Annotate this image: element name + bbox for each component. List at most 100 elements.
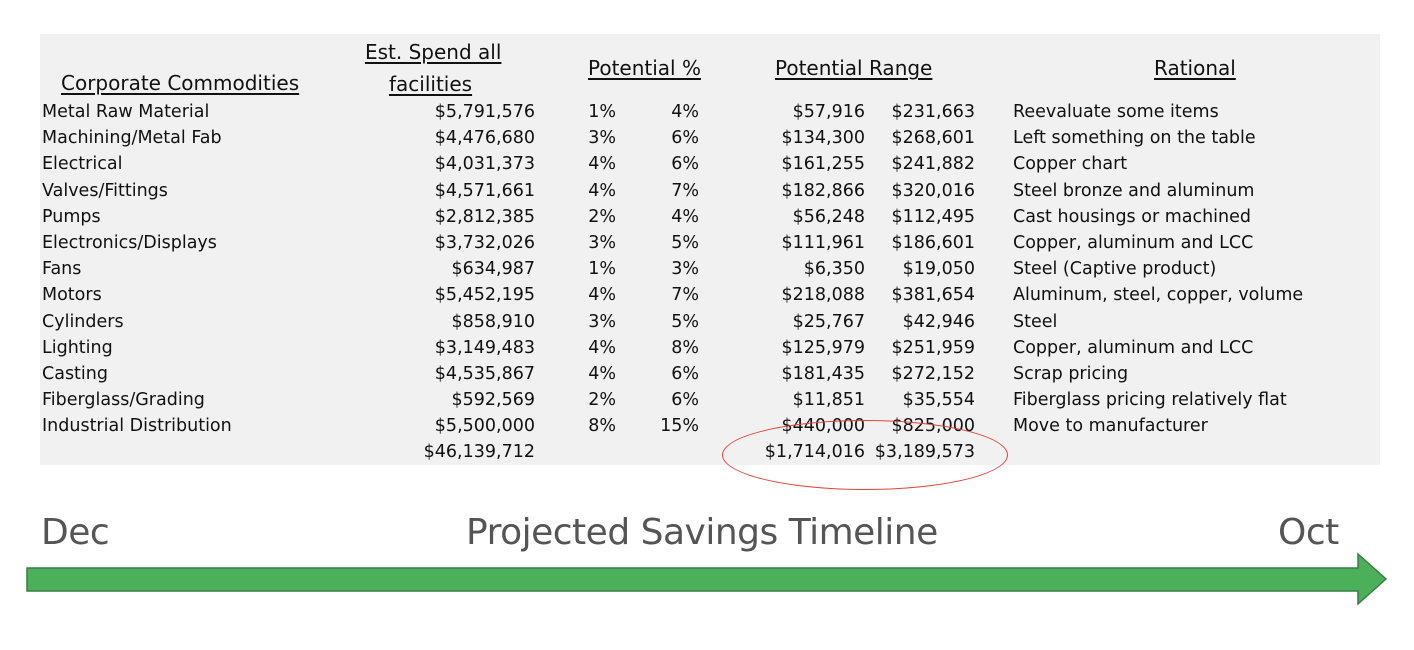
row-pct-low: 3% xyxy=(588,311,616,332)
row-rational: Aluminum, steel, copper, volume xyxy=(1013,285,1304,306)
row-commodity: Fans xyxy=(42,259,82,280)
row-spend: $3,149,483 xyxy=(434,337,535,358)
row-rational: Left something on the table xyxy=(1013,128,1256,149)
timeline-title: Projected Savings Timeline xyxy=(466,512,938,553)
row-rational: Steel (Captive product) xyxy=(1013,259,1217,280)
row-pct-low: 1% xyxy=(588,102,616,122)
row-range-low: $25,767 xyxy=(792,311,865,332)
row-pct-high: 6% xyxy=(671,364,699,384)
total-spend: $46,139,712 xyxy=(423,442,535,462)
row-rational: Move to manufacturer xyxy=(1013,416,1208,437)
row-range-low: $6,350 xyxy=(803,259,865,280)
row-rational: Copper chart xyxy=(1013,154,1128,175)
row-pct-high: 6% xyxy=(671,154,699,175)
row-rational: Copper, aluminum and LCC xyxy=(1013,233,1254,253)
row-spend: $592,569 xyxy=(451,390,535,411)
row-range-high: $42,946 xyxy=(902,311,975,332)
row-range-high: $19,050 xyxy=(902,259,975,280)
row-commodity: Valves/Fittings xyxy=(42,180,168,201)
row-rational: Scrap pricing xyxy=(1013,364,1129,384)
row-pct-high: 6% xyxy=(671,390,699,411)
row-pct-low: 4% xyxy=(588,364,616,384)
row-range-low: $134,300 xyxy=(781,128,865,149)
row-pct-low: 4% xyxy=(588,337,616,358)
row-commodity: Fiberglass/Grading xyxy=(42,390,205,411)
row-pct-low: 3% xyxy=(588,233,616,253)
row-pct-low: 8% xyxy=(588,416,616,437)
header-potential-pct: Potential % xyxy=(588,56,701,80)
row-rational: Steel bronze and aluminum xyxy=(1013,180,1255,201)
row-range-high: $112,495 xyxy=(891,206,975,227)
header-commodities: Corporate Commodities xyxy=(61,71,300,95)
row-pct-low: 2% xyxy=(588,390,616,411)
row-pct-high: 7% xyxy=(671,285,699,306)
row-pct-high: 8% xyxy=(671,337,699,358)
row-commodity: Machining/Metal Fab xyxy=(42,128,222,149)
row-rational: Copper, aluminum and LCC xyxy=(1013,337,1254,358)
row-range-high: $381,654 xyxy=(891,285,975,306)
row-range-low: $111,961 xyxy=(781,233,865,253)
row-pct-high: 6% xyxy=(671,128,699,149)
row-pct-low: 4% xyxy=(588,285,616,306)
row-pct-low: 3% xyxy=(588,128,616,149)
row-rational: Fiberglass pricing relatively flat xyxy=(1013,390,1287,411)
row-commodity: Casting xyxy=(42,364,108,384)
row-pct-high: 5% xyxy=(671,311,699,332)
row-spend: $634,987 xyxy=(451,259,535,280)
row-range-high: $241,882 xyxy=(891,154,975,175)
header-rational: Rational xyxy=(1154,56,1236,80)
row-rational: Steel xyxy=(1013,311,1058,332)
row-pct-low: 1% xyxy=(588,259,616,280)
row-range-high: $231,663 xyxy=(891,102,975,122)
row-commodity: Cylinders xyxy=(42,311,124,332)
header-spend-line1: Est. Spend all xyxy=(365,40,502,64)
row-commodity: Industrial Distribution xyxy=(42,416,232,437)
highlight-circle xyxy=(722,420,1008,490)
row-commodity: Pumps xyxy=(42,206,101,227)
row-spend: $4,535,867 xyxy=(434,364,535,384)
row-range-high: $251,959 xyxy=(891,337,975,358)
timeline-arrow xyxy=(26,552,1388,606)
row-commodity: Electrical xyxy=(42,154,123,175)
row-range-low: $125,979 xyxy=(781,337,865,358)
row-range-high: $272,152 xyxy=(891,364,975,384)
row-spend: $4,031,373 xyxy=(434,154,535,175)
row-pct-low: 2% xyxy=(588,206,616,227)
row-range-high: $268,601 xyxy=(891,128,975,149)
row-pct-low: 4% xyxy=(588,154,616,175)
row-commodity: Metal Raw Material xyxy=(42,102,210,122)
row-commodity: Motors xyxy=(42,285,102,306)
row-spend: $5,500,000 xyxy=(434,416,535,437)
row-spend: $4,571,661 xyxy=(434,180,535,201)
row-spend: $858,910 xyxy=(451,311,535,332)
row-range-low: $181,435 xyxy=(781,364,865,384)
commodity-table: Corporate Commodities Est. Spend all fac… xyxy=(40,34,1380,465)
row-spend: $5,452,195 xyxy=(434,285,535,306)
timeline-end-label: Oct xyxy=(1278,512,1339,553)
row-range-low: $161,255 xyxy=(781,154,865,175)
row-commodity: Electronics/Displays xyxy=(42,233,217,253)
header-spend-line2: facilities xyxy=(389,72,473,96)
header-potential-range: Potential Range xyxy=(775,56,933,80)
timeline-start-label: Dec xyxy=(41,512,110,553)
row-commodity: Lighting xyxy=(42,337,113,358)
row-range-low: $57,916 xyxy=(792,102,865,122)
row-range-low: $218,088 xyxy=(781,285,865,306)
row-pct-high: 7% xyxy=(671,180,699,201)
row-range-high: $186,601 xyxy=(891,233,975,253)
row-range-high: $35,554 xyxy=(902,390,975,411)
row-pct-high: 15% xyxy=(660,416,699,437)
row-pct-high: 4% xyxy=(671,206,699,227)
row-spend: $2,812,385 xyxy=(434,206,535,227)
row-spend: $5,791,576 xyxy=(434,102,535,122)
timeline-arrow-shape xyxy=(26,552,1388,606)
row-rational: Cast housings or machined xyxy=(1013,206,1252,227)
row-pct-low: 4% xyxy=(588,180,616,201)
row-spend: $4,476,680 xyxy=(434,128,535,149)
row-range-low: $56,248 xyxy=(792,206,865,227)
row-rational: Reevaluate some items xyxy=(1013,102,1219,122)
row-spend: $3,732,026 xyxy=(434,233,535,253)
row-pct-high: 5% xyxy=(671,233,699,253)
row-range-low: $182,866 xyxy=(781,180,865,201)
row-pct-high: 3% xyxy=(671,259,699,280)
